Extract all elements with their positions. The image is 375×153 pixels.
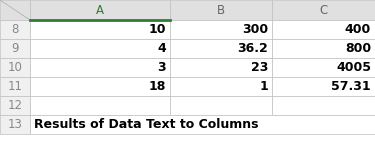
Bar <box>30 0 170 20</box>
Bar <box>272 77 375 96</box>
Bar <box>30 96 170 115</box>
Bar <box>272 96 375 115</box>
Text: 10: 10 <box>148 23 166 36</box>
Text: 11: 11 <box>8 80 22 93</box>
Text: B: B <box>217 4 225 17</box>
Text: 36.2: 36.2 <box>237 42 268 55</box>
Bar <box>30 77 170 96</box>
Bar <box>170 58 272 77</box>
Text: 57.31: 57.31 <box>332 80 371 93</box>
Bar <box>272 39 375 58</box>
Bar <box>30 39 170 58</box>
Text: 4: 4 <box>157 42 166 55</box>
Bar <box>170 96 272 115</box>
Bar <box>0 0 30 20</box>
Text: Results of Data Text to Columns: Results of Data Text to Columns <box>34 118 258 131</box>
Bar <box>170 39 272 58</box>
Text: 12: 12 <box>8 99 22 112</box>
Bar <box>272 20 375 39</box>
Bar <box>30 115 375 134</box>
Bar <box>0 96 30 115</box>
Text: 4005: 4005 <box>336 61 371 74</box>
Bar <box>0 39 30 58</box>
Bar <box>272 58 375 77</box>
Text: 300: 300 <box>242 23 268 36</box>
Bar <box>272 0 375 20</box>
Text: A: A <box>96 4 104 17</box>
Text: 13: 13 <box>8 118 22 131</box>
Text: 10: 10 <box>8 61 22 74</box>
Text: 23: 23 <box>251 61 268 74</box>
Text: 8: 8 <box>11 23 19 36</box>
Text: 9: 9 <box>11 42 19 55</box>
Bar <box>0 115 30 134</box>
Bar <box>0 20 30 39</box>
Bar <box>170 77 272 96</box>
Bar <box>170 0 272 20</box>
Bar <box>30 58 170 77</box>
Bar <box>0 58 30 77</box>
Text: 400: 400 <box>345 23 371 36</box>
Text: 18: 18 <box>148 80 166 93</box>
Text: 800: 800 <box>345 42 371 55</box>
Text: 1: 1 <box>259 80 268 93</box>
Bar <box>0 77 30 96</box>
Text: 3: 3 <box>158 61 166 74</box>
Text: C: C <box>320 4 328 17</box>
Bar <box>170 20 272 39</box>
Bar <box>30 20 170 39</box>
